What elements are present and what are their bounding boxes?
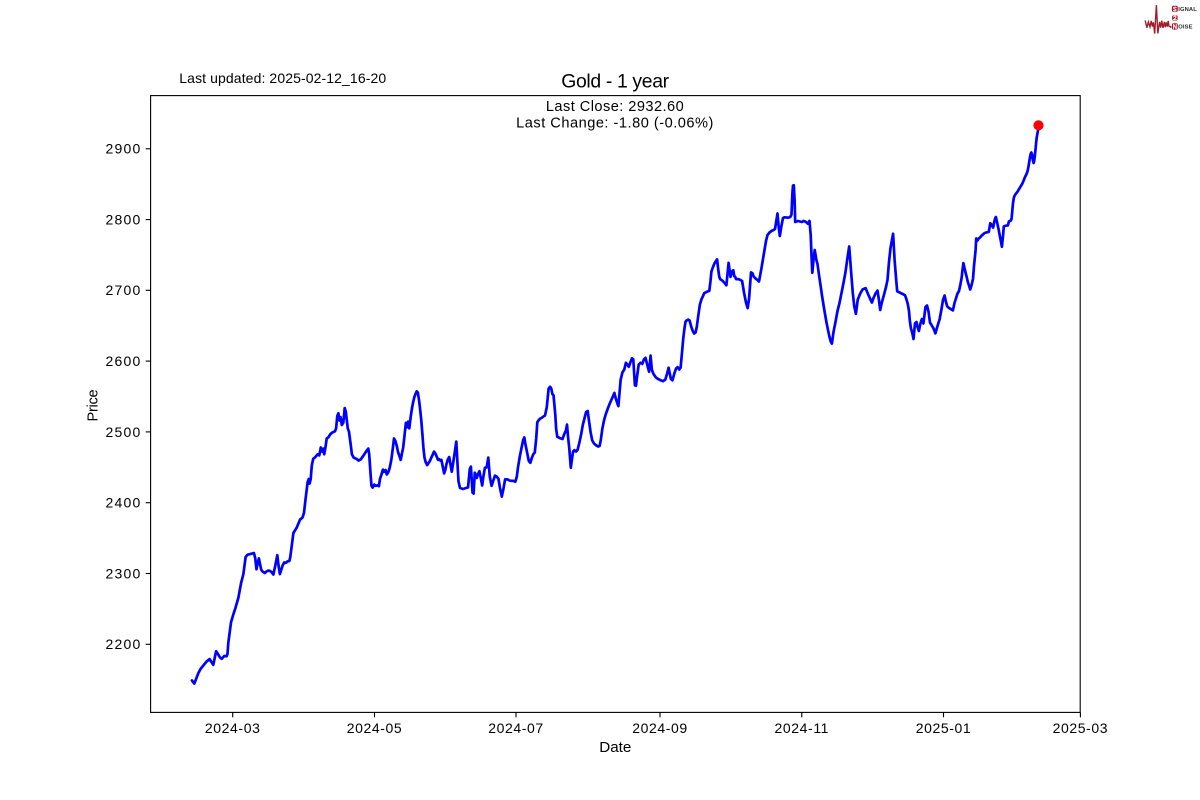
svg-text:Date: Date: [599, 739, 631, 756]
svg-text:IGNAL: IGNAL: [1178, 7, 1197, 13]
svg-text:Last Change: -1.80 (-0.06%): Last Change: -1.80 (-0.06%): [516, 115, 714, 131]
svg-text:2024-05: 2024-05: [347, 720, 403, 736]
svg-text:2025-01: 2025-01: [916, 720, 972, 736]
svg-text:2024-11: 2024-11: [775, 720, 830, 736]
svg-text:Last updated: 2025-02-12_16-20: Last updated: 2025-02-12_16-20: [179, 70, 386, 86]
svg-text:Last Close: 2932.60: Last Close: 2932.60: [546, 99, 684, 115]
svg-text:2500: 2500: [105, 424, 141, 440]
svg-text:2800: 2800: [105, 212, 141, 228]
svg-text:2024-09: 2024-09: [632, 720, 688, 736]
svg-text:2024-03: 2024-03: [205, 720, 261, 736]
svg-text:2200: 2200: [105, 636, 141, 652]
svg-text:Gold - 1 year: Gold - 1 year: [561, 70, 669, 92]
svg-text:2900: 2900: [105, 141, 141, 157]
svg-text:2400: 2400: [105, 495, 141, 511]
svg-text:2700: 2700: [105, 282, 141, 298]
svg-text:2300: 2300: [105, 565, 141, 581]
svg-text:2600: 2600: [105, 353, 141, 369]
svg-text:2024-07: 2024-07: [488, 720, 544, 736]
svg-text:2025-03: 2025-03: [1053, 720, 1109, 736]
svg-text:OISE: OISE: [1178, 25, 1192, 31]
svg-text:Price: Price: [85, 390, 101, 422]
